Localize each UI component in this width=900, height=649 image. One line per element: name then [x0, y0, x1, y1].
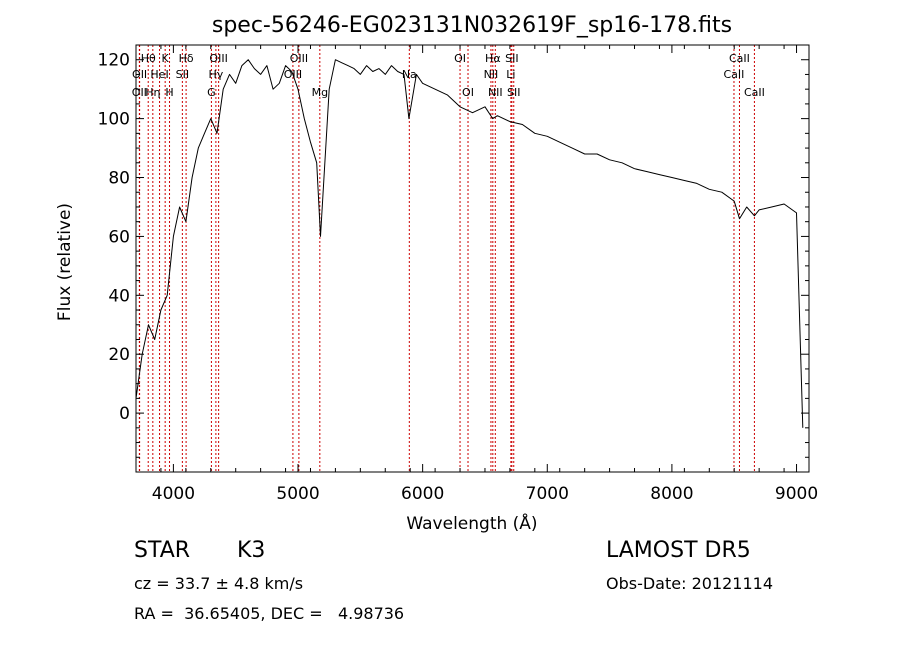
object-class: STAR: [134, 538, 191, 563]
spectral-line-label: OIII: [209, 52, 227, 65]
spectral-line-label: Na: [402, 68, 417, 81]
x-tick-label: 7000: [526, 484, 569, 504]
spectral-line-label: Hδ: [179, 52, 194, 65]
spectral-line-label: CaII: [724, 68, 745, 81]
spectral-line-label: HeI: [150, 68, 168, 81]
spectral-line-label: OIII: [290, 52, 308, 65]
spectral-line-label: Li: [506, 68, 515, 81]
spectral-line-label: Hθ: [141, 52, 156, 65]
spectral-line-label: OI: [462, 86, 474, 99]
y-axis-label: Flux (relative): [55, 203, 75, 321]
x-tick-label: 8000: [650, 484, 693, 504]
x-tick-label: 5000: [276, 484, 319, 504]
plot-frame: [135, 44, 810, 473]
redshift-value: cz = 33.7 ± 4.8 km/s: [134, 574, 304, 593]
spectral-line-markers: [138, 45, 755, 472]
spectral-line-label: H: [165, 86, 173, 99]
spectral-line-label: CaII: [729, 52, 750, 65]
spectral-line-label: Hη: [145, 86, 160, 99]
x-tick-label: 9000: [775, 484, 818, 504]
spectrum-series: [135, 59, 804, 428]
y-tick-label: 60: [108, 227, 130, 247]
object-subclass: K3: [237, 538, 266, 563]
spectrum-line: [135, 59, 804, 428]
spectral-line-label: SII: [505, 52, 518, 65]
y-axis-ticks: 0 20 40 60 80 100 120: [98, 51, 809, 458]
y-tick-label: 120: [98, 51, 130, 71]
sky-coordinates: RA = 36.65405, DEC = 4.98736: [134, 604, 405, 623]
x-tick-label: 6000: [401, 484, 444, 504]
y-tick-label: 100: [98, 110, 130, 130]
spectral-line-label: CaII: [744, 86, 765, 99]
x-axis-ticks: 4000 5000 6000 7000 8000 9000: [135, 45, 818, 504]
observation-date: Obs-Date: 20121114: [606, 574, 774, 593]
x-axis-label: Wavelength (Å): [406, 512, 537, 534]
spectral-line-label: OI: [454, 52, 466, 65]
spectral-line-label: Mg: [312, 86, 328, 99]
chart-title: spec-56246-EG023131N032619F_sp16-178.fit…: [212, 13, 732, 38]
spectral-line-label: NII: [484, 68, 499, 81]
spectral-line-labels: OIIOIIHθHηHeIKHSIIHδGHγOIIIOIIIOIIIMgNaO…: [132, 52, 765, 99]
spectral-line-label: K: [162, 52, 170, 65]
y-tick-label: 20: [108, 345, 130, 365]
spectral-line-label: SII: [507, 86, 520, 99]
survey-name: LAMOST DR5: [606, 538, 751, 563]
spectral-line-label: SII: [176, 68, 189, 81]
spectral-line-label: NII: [488, 86, 503, 99]
spectral-line-label: G: [207, 86, 216, 99]
y-tick-label: 40: [108, 286, 130, 306]
spectral-line-label: Hγ: [208, 68, 223, 81]
spectral-line-label: Hα: [485, 52, 501, 65]
x-tick-label: 4000: [152, 484, 195, 504]
y-tick-label: 0: [119, 404, 130, 424]
y-tick-label: 80: [108, 169, 130, 189]
